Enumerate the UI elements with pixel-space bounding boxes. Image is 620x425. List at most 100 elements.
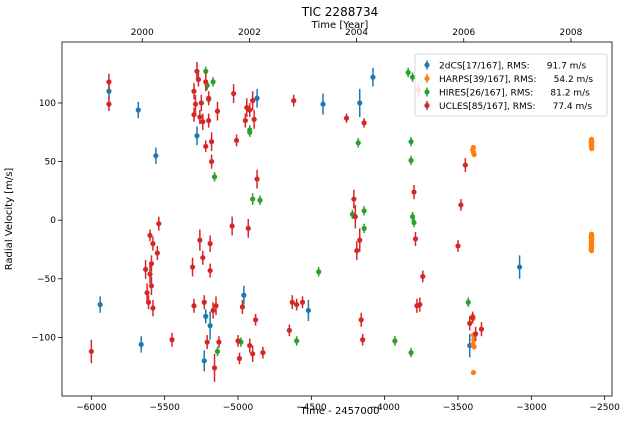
data-point: [206, 117, 212, 124]
data-point: [411, 189, 417, 195]
data-point: [204, 339, 210, 345]
data-point: [458, 202, 464, 208]
data-point: [207, 241, 213, 247]
plot-area: [88, 61, 595, 382]
data-point: [153, 153, 159, 159]
x-tick-label: −2500: [589, 403, 620, 413]
data-point: [235, 338, 241, 344]
y-tick-label: −50: [37, 275, 56, 285]
data-point: [471, 344, 477, 350]
top-tick-label: 2002: [238, 28, 261, 38]
data-point: [257, 197, 263, 203]
data-point: [352, 214, 358, 220]
data-point: [588, 242, 595, 248]
y-tick-label: 50: [45, 158, 57, 168]
data-point: [247, 129, 253, 135]
data-point: [191, 88, 197, 94]
x-axis-label: Time - 2457000: [300, 406, 380, 417]
y-tick-label: 100: [39, 99, 56, 109]
series-0: [97, 67, 523, 372]
data-point: [239, 304, 245, 310]
data-point: [408, 139, 414, 145]
data-point: [203, 313, 209, 319]
data-point: [191, 112, 197, 118]
legend-label: 2dCS[17/167], RMS: 91.7 m/s: [439, 62, 586, 72]
data-point: [589, 139, 595, 145]
data-point: [214, 108, 221, 114]
data-point: [361, 120, 367, 126]
data-point: [305, 307, 311, 314]
data-point: [361, 225, 367, 231]
data-point: [197, 114, 203, 120]
data-point: [207, 323, 213, 329]
data-point: [588, 143, 595, 149]
data-point: [361, 208, 367, 214]
legend-label: HIRES[26/167], RMS: 81.2 m/s: [439, 89, 590, 99]
data-point: [106, 88, 112, 94]
data-point: [229, 223, 235, 229]
data-point: [250, 196, 256, 202]
data-point: [470, 369, 476, 376]
data-point: [242, 117, 248, 124]
data-point: [241, 292, 247, 298]
data-point: [289, 299, 295, 305]
top-tick-label: 2000: [131, 28, 154, 38]
data-point: [209, 139, 215, 145]
data-point: [138, 341, 144, 348]
data-point: [200, 119, 206, 125]
data-point: [260, 350, 266, 356]
data-point: [254, 176, 260, 182]
data-point: [465, 299, 471, 305]
data-point: [291, 98, 297, 104]
data-point: [417, 301, 423, 308]
data-point: [405, 69, 411, 76]
data-point: [200, 255, 206, 261]
data-point: [294, 301, 300, 308]
data-point: [357, 100, 363, 106]
data-point: [250, 98, 256, 104]
series-1: [470, 136, 595, 376]
data-point: [189, 264, 196, 270]
data-point: [209, 158, 215, 165]
data-point: [286, 327, 292, 333]
data-point: [148, 260, 155, 267]
data-point: [210, 307, 216, 314]
data-point: [245, 225, 251, 231]
y-axis-label: Radial Velocity [m/s]: [4, 168, 15, 271]
data-point: [316, 269, 322, 275]
legend-label: HARPS[39/167], RMS: 54.2 m/s: [439, 75, 593, 85]
data-point: [195, 76, 201, 83]
y-tick-label: −100: [31, 333, 56, 343]
series-3: [88, 61, 485, 382]
data-point: [517, 264, 523, 270]
data-point: [213, 303, 219, 309]
series-2: [203, 66, 471, 358]
y-tick-label: 0: [50, 216, 56, 226]
data-point: [211, 174, 218, 180]
data-point: [144, 290, 150, 296]
data-point: [145, 299, 152, 305]
axes: −6000 −5500 −5000 −4500 −4000 −3500 −3000 −2500…: [31, 28, 620, 413]
x-tick-label: −5000: [223, 403, 254, 413]
data-point: [201, 358, 207, 364]
data-point: [473, 331, 479, 337]
data-point: [357, 237, 363, 243]
top-tick-label: 2006: [452, 28, 475, 38]
data-point: [216, 339, 222, 345]
data-point: [409, 74, 416, 80]
data-point: [88, 348, 94, 355]
data-point: [343, 115, 350, 121]
data-point: [203, 79, 209, 85]
data-point: [211, 365, 218, 371]
legend-box: [414, 53, 608, 117]
data-point: [203, 68, 209, 74]
data-point: [355, 140, 361, 146]
data-point: [97, 301, 103, 308]
x-tick-label: −4000: [369, 403, 400, 413]
plot-frame: [61, 41, 613, 397]
data-point: [150, 305, 156, 311]
x-tick-label: −3000: [516, 403, 547, 413]
data-point: [467, 320, 473, 326]
data-point: [231, 90, 237, 97]
